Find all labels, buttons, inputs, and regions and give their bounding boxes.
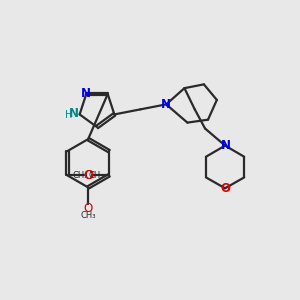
Text: N: N	[220, 139, 230, 152]
Text: O: O	[83, 169, 92, 182]
Text: N: N	[69, 107, 79, 120]
Text: O: O	[84, 169, 93, 182]
Text: O: O	[220, 182, 230, 195]
Text: O: O	[83, 202, 93, 214]
Text: CH₃: CH₃	[80, 211, 96, 220]
Text: N: N	[81, 87, 91, 100]
Text: H: H	[65, 110, 72, 120]
Text: CH₃: CH₃	[89, 171, 104, 180]
Text: CH₃: CH₃	[72, 171, 88, 180]
Text: N: N	[161, 98, 171, 111]
